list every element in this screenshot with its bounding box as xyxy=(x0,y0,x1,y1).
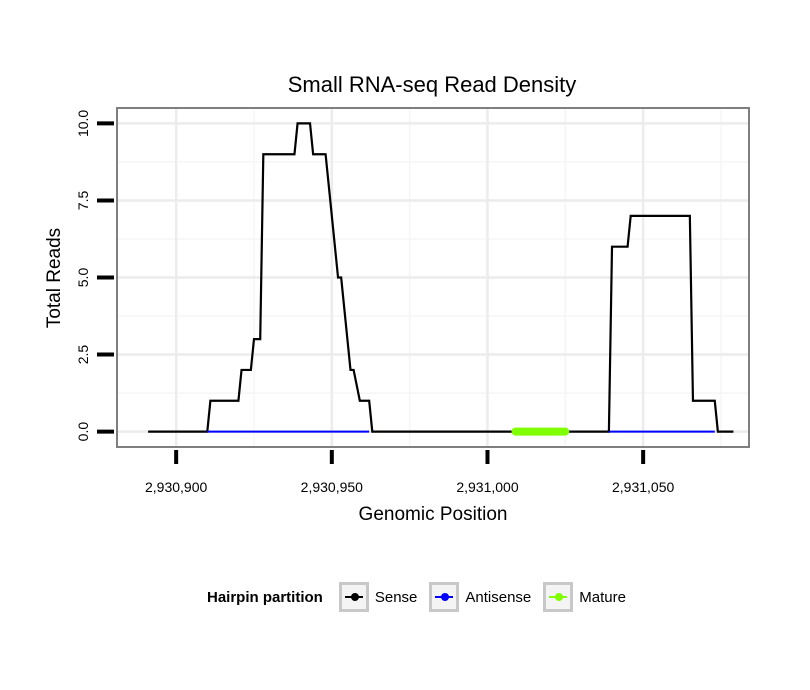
legend-label-mature: Mature xyxy=(579,588,626,606)
legend-key-antisense xyxy=(429,582,460,612)
series-layer xyxy=(148,122,734,436)
legend-key-mature xyxy=(543,582,574,612)
legend-label-antisense: Antisense xyxy=(465,588,532,606)
chart-title: Small RNA-seq Read Density xyxy=(288,72,577,97)
x-tick-label: 2,930,900 xyxy=(145,479,207,495)
series-line-sense xyxy=(148,122,734,433)
x-tick-label: 2,931,000 xyxy=(456,479,518,495)
legend-key-sense xyxy=(338,582,369,612)
legend-item-antisense: Antisense xyxy=(429,582,537,612)
y-tick-label: 2.5 xyxy=(75,345,91,365)
y-tick-label: 5.0 xyxy=(75,268,91,288)
legend-item-mature: Mature xyxy=(543,582,632,612)
y-axis-ticks: 0.0 2.5 5.0 7.5 10.0 xyxy=(75,110,114,442)
plot-border xyxy=(116,107,750,448)
legend-item-sense: Sense xyxy=(338,582,424,612)
y-tick-label: 0.0 xyxy=(75,422,91,442)
y-tick-label: 10.0 xyxy=(75,110,91,137)
legend-label-sense: Sense xyxy=(374,588,418,606)
x-tick-label: 2,930,950 xyxy=(301,479,363,495)
y-axis-label: Total Reads xyxy=(44,228,65,328)
legend-title: Hairpin partition xyxy=(207,588,323,606)
y-tick-label: 7.5 xyxy=(75,191,91,211)
x-tick-label: 2,931,050 xyxy=(612,479,674,495)
x-axis-label: Genomic Position xyxy=(359,504,508,525)
chart-legend: Hairpin partition Sense Antisense Mature xyxy=(207,579,638,615)
x-axis-ticks: 2,930,900 2,930,950 2,931,000 2,931,050 xyxy=(145,450,674,495)
